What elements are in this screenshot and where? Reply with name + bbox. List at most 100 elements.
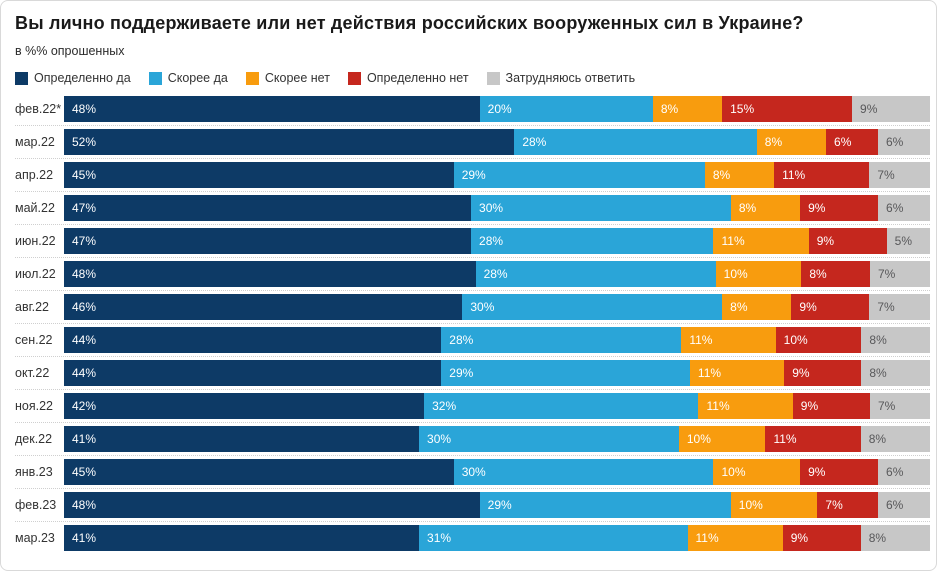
segment-value-label: 8% (869, 366, 887, 380)
bar-segment: 9% (784, 360, 862, 386)
segment-value-label: 8% (730, 300, 748, 314)
bar-segment: 31% (419, 525, 688, 551)
bar-segment: 48% (64, 492, 480, 518)
segment-value-label: 9% (800, 399, 819, 413)
chart-row: фев.23 48% 29% 10% 7% 6% (15, 492, 930, 522)
bar-segment: 8% (801, 261, 870, 287)
bar-segment: 11% (765, 426, 861, 452)
legend-item: Определенно нет (347, 71, 469, 85)
bar-segment: 6% (878, 492, 930, 518)
segment-value-label: 11% (695, 531, 719, 545)
chart-legend: Определенно да Скорее да Скорее нет Определ… (15, 71, 930, 85)
bar-segment: 8% (730, 195, 801, 221)
bar-segment: 29% (479, 492, 731, 518)
bar-segment: 9% (800, 459, 879, 485)
bar-segment: 6% (878, 459, 930, 485)
bar-segment: 9% (782, 525, 861, 551)
segment-value-label: 8% (712, 168, 731, 182)
bar-segment: 10% (713, 459, 801, 485)
segment-value-label: 6% (886, 498, 904, 512)
bar-segment: 15% (722, 96, 853, 122)
bar-segment: 7% (817, 492, 878, 518)
row-label: авг.22 (15, 300, 50, 314)
bar-segment: 28% (514, 129, 757, 155)
bar-segment: 46% (64, 294, 463, 320)
row-label: янв.23 (15, 465, 53, 479)
legend-swatch-icon (486, 71, 500, 85)
segment-value-label: 11% (721, 234, 745, 248)
bar-segment: 10% (678, 426, 766, 452)
bar-segment: 9% (792, 393, 870, 419)
bar-segment: 7% (869, 393, 930, 419)
segment-value-label: 20% (487, 102, 512, 116)
segment-value-label: 47% (72, 201, 97, 215)
bar-segment: 8% (860, 525, 930, 551)
row-label: июл.22 (15, 267, 56, 281)
segment-value-label: 44% (72, 333, 97, 347)
bar-segment: 42% (64, 393, 425, 419)
chart-title: Вы лично поддерживаете или нет действия … (15, 13, 804, 33)
bar-segment: 30% (471, 195, 731, 221)
bar-segment: 6% (878, 195, 930, 221)
segment-value-label: 8% (738, 201, 757, 215)
segment-value-label: 48% (72, 102, 97, 116)
segment-value-label: 41% (72, 531, 97, 545)
bar-track: 44% 29% 11% 9% 8% (64, 360, 930, 386)
segment-value-label: 11% (773, 432, 797, 446)
segment-value-label: 8% (764, 135, 783, 149)
segment-value-label: 8% (660, 102, 679, 116)
bar-segment: 8% (861, 327, 930, 353)
segment-value-label: 46% (72, 300, 97, 314)
bar-segment: 8% (861, 360, 930, 386)
segment-value-label: 9% (799, 300, 817, 314)
segment-value-label: 9% (790, 531, 809, 545)
chart-row: июл.22 48% 28% 10% 8% 7% (15, 261, 930, 291)
segment-value-label: 52% (72, 135, 97, 149)
bar-segment: 9% (800, 195, 879, 221)
legend-item: Затрудняюсь ответить (486, 71, 635, 85)
segment-value-label: 11% (706, 399, 730, 413)
bar-segment: 28% (441, 327, 682, 353)
segment-value-label: 7% (825, 498, 843, 512)
chart-row: окт.22 44% 29% 11% 9% 8% (15, 360, 930, 390)
segment-value-label: 9% (816, 234, 835, 248)
bar-segment: 8% (860, 426, 930, 452)
bar-segment: 10% (775, 327, 862, 353)
row-label: май.22 (15, 201, 55, 215)
segment-value-label: 7% (877, 399, 896, 413)
segment-value-label: 15% (730, 102, 755, 116)
bar-segment: 7% (869, 294, 930, 320)
segment-value-label: 6% (886, 465, 904, 479)
bar-track: 48% 20% 8% 15% 9% (64, 96, 930, 122)
row-label: мар.22 (15, 135, 55, 149)
segment-value-label: 32% (432, 399, 457, 413)
bar-segment: 47% (64, 228, 472, 254)
segment-value-label: 30% (427, 432, 452, 446)
chart-subtitle: в %% опрошенных (15, 44, 125, 58)
bar-track: 48% 29% 10% 7% 6% (64, 492, 930, 518)
bar-segment: 32% (424, 393, 699, 419)
bar-segment: 45% (64, 459, 454, 485)
bar-segment: 11% (774, 162, 870, 188)
bar-track: 48% 28% 10% 8% 7% (64, 261, 930, 287)
bar-segment: 28% (475, 261, 716, 287)
legend-swatch-icon (347, 71, 361, 85)
legend-item: Определенно да (15, 71, 131, 85)
segment-value-label: 7% (877, 267, 896, 281)
segment-value-label: 28% (522, 135, 547, 149)
row-label: ноя.22 (15, 399, 54, 413)
bar-segment: 52% (64, 129, 515, 155)
bar-segment: 41% (64, 525, 420, 551)
chart-rows: фев.22* 48% 20% 8% 15% 9% мар.22 52% 28% 8% 6% 6% ап… (15, 96, 930, 554)
chart-row: мар.22 52% 28% 8% 6% 6% (15, 129, 930, 159)
segment-value-label: 30% (470, 300, 495, 314)
segment-value-label: 9% (808, 465, 826, 479)
bar-segment: 6% (826, 129, 878, 155)
bar-track: 44% 28% 11% 10% 8% (64, 327, 930, 353)
bar-segment: 30% (462, 294, 723, 320)
bar-segment: 9% (852, 96, 930, 122)
bar-segment: 47% (64, 195, 472, 221)
bar-segment: 11% (698, 393, 793, 419)
segment-value-label: 29% (449, 366, 474, 380)
